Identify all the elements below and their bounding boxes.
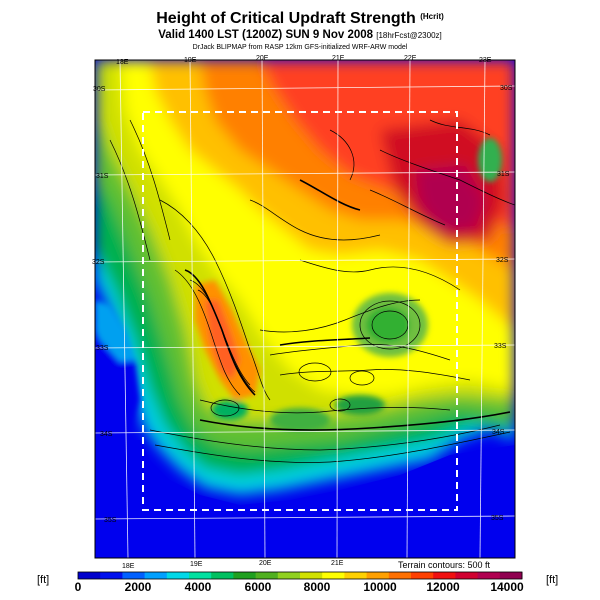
colorbar-label: 8000 bbox=[303, 580, 331, 594]
colorbar-swatch bbox=[300, 572, 323, 579]
colorbar-swatch bbox=[477, 572, 501, 579]
lon-label: 23E bbox=[479, 57, 492, 64]
colorbar-label: 0 bbox=[74, 580, 82, 594]
lat-label: 35S bbox=[104, 517, 117, 524]
lat-label: 33S bbox=[494, 343, 507, 350]
colorbar-swatch bbox=[233, 572, 257, 579]
lat-label: 32S bbox=[92, 259, 105, 266]
colorbar-label: 10000 bbox=[363, 580, 397, 594]
colorbar-swatch bbox=[144, 572, 168, 579]
colorbar-unit-right: [ft] bbox=[546, 574, 559, 586]
lon-label: 21E bbox=[331, 560, 344, 567]
title-unit: (Hcrit) bbox=[420, 12, 444, 21]
lon-label: 20E bbox=[256, 55, 269, 62]
latitude-left-labels: 30S 31S 32S 33S 34S 35S bbox=[92, 86, 117, 524]
inner-domain-box bbox=[142, 111, 458, 511]
colorbar bbox=[78, 572, 523, 579]
colorbar-swatch bbox=[499, 572, 523, 579]
colorbar-swatch bbox=[411, 572, 434, 579]
colorbar-unit-left: [ft] bbox=[37, 574, 50, 586]
terrain-contour-note: Terrain contours: 500 ft bbox=[398, 560, 491, 570]
colorbar-swatch bbox=[433, 572, 456, 579]
lon-label: 19E bbox=[190, 561, 203, 568]
colorbar-swatch bbox=[122, 572, 146, 579]
lat-label: 32S bbox=[496, 257, 509, 264]
lat-label: 30S bbox=[93, 86, 106, 93]
forecast-note: [18hrFcst@2300z] bbox=[376, 31, 442, 40]
colorbar-swatch bbox=[366, 572, 390, 579]
colorbar-swatch bbox=[455, 572, 479, 579]
colorbar-label: 14000 bbox=[490, 580, 524, 594]
map-frame bbox=[94, 59, 516, 559]
lon-label: 19E bbox=[184, 57, 197, 64]
longitude-top-labels: 18E 19E 20E 21E 22E 23E bbox=[116, 55, 492, 66]
colorbar-label: 4000 bbox=[184, 580, 212, 594]
lat-label: 35S bbox=[491, 515, 504, 522]
colorbar-swatch bbox=[166, 572, 190, 579]
map-field bbox=[95, 60, 515, 558]
valid-time: Valid 1400 LST (1200Z) SUN 9 Nov 2008 [1… bbox=[0, 29, 600, 41]
colorbar-swatch bbox=[78, 572, 101, 579]
colorbar-swatch bbox=[322, 572, 345, 579]
colorbar-frame bbox=[77, 571, 523, 580]
ocean-south bbox=[95, 440, 515, 558]
terrain-contours bbox=[109, 119, 515, 463]
lat-label: 31S bbox=[497, 171, 510, 178]
chart-title: Height of Critical Updraft Strength (Hcr… bbox=[0, 10, 600, 28]
colorbar-label: 2000 bbox=[124, 580, 152, 594]
colorbar-label: 12000 bbox=[426, 580, 460, 594]
title-text: Height of Critical Updraft Strength bbox=[156, 10, 416, 27]
graticule bbox=[95, 60, 515, 558]
colorbar-swatch bbox=[388, 572, 412, 579]
latitude-right-labels: 30S 31S 32S 33S 34S 35S bbox=[491, 85, 513, 522]
colorbar-swatch bbox=[255, 572, 279, 579]
model-credit: DrJack BLIPMAP from RASP 12km GFS-initia… bbox=[192, 44, 408, 51]
lon-label: 18E bbox=[116, 59, 129, 66]
lon-label: 18E bbox=[122, 563, 135, 570]
colorbar-swatch bbox=[211, 572, 234, 579]
lat-label: 34S bbox=[100, 431, 113, 438]
lon-label: 22E bbox=[404, 55, 417, 62]
valid-time-text: Valid 1400 LST (1200Z) SUN 9 Nov 2008 bbox=[158, 29, 374, 41]
colorbar-swatch bbox=[344, 572, 368, 579]
lat-label: 34S bbox=[492, 429, 505, 436]
lon-label: 20E bbox=[259, 560, 272, 567]
lat-label: 30S bbox=[500, 85, 513, 92]
colorbar-swatch bbox=[277, 572, 301, 579]
major-contours bbox=[184, 179, 511, 431]
colorbar-swatch bbox=[100, 572, 123, 579]
colorbar-swatch bbox=[189, 572, 212, 579]
lon-label: 21E bbox=[332, 55, 345, 62]
colorbar-label: 6000 bbox=[244, 580, 272, 594]
lat-label: 33S bbox=[96, 345, 109, 352]
longitude-bottom-labels: 18E 19E 20E 21E bbox=[122, 560, 344, 570]
lat-label: 31S bbox=[96, 173, 109, 180]
